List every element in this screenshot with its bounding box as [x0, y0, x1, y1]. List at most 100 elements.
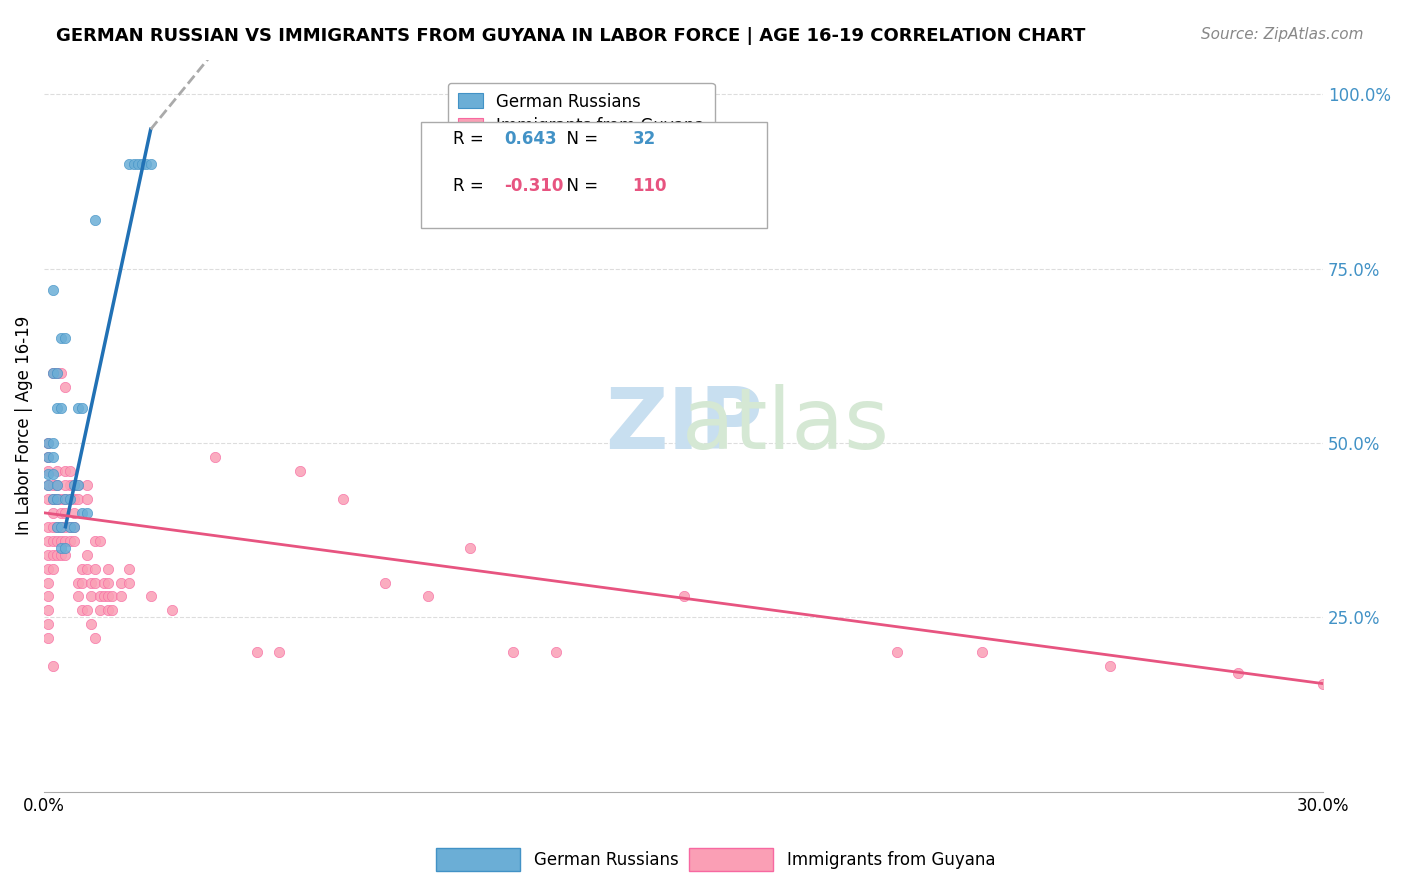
Point: [41, 533, 63, 548]
Point: [45, 520, 67, 534]
Point: [45, 548, 67, 562]
Point: [55, 541, 77, 555]
Point: [84, 575, 107, 590]
Point: [51, 520, 73, 534]
Point: [37, 478, 59, 492]
Point: [41, 283, 63, 297]
Point: [80, 617, 103, 632]
Point: [55, 478, 77, 492]
Point: [45, 367, 67, 381]
Point: [84, 213, 107, 227]
Point: [41, 491, 63, 506]
Text: 0.643: 0.643: [505, 130, 557, 148]
Point: [59, 478, 82, 492]
Point: [41, 436, 63, 450]
Point: [118, 575, 141, 590]
Point: [332, 491, 354, 506]
Point: [37, 478, 59, 492]
Point: [67, 478, 90, 492]
FancyBboxPatch shape: [422, 122, 766, 228]
Point: [80, 575, 103, 590]
Point: [63, 478, 86, 492]
Point: [59, 491, 82, 506]
Point: [51, 401, 73, 416]
Point: [41, 659, 63, 673]
Text: N =: N =: [555, 178, 609, 195]
Point: [1226, 666, 1249, 681]
Text: ZIP: ZIP: [605, 384, 762, 467]
Y-axis label: In Labor Force | Age 16-19: In Labor Force | Age 16-19: [15, 316, 32, 535]
Point: [59, 520, 82, 534]
Point: [45, 491, 67, 506]
Point: [1312, 676, 1334, 690]
Point: [37, 617, 59, 632]
Point: [37, 533, 59, 548]
Point: [67, 575, 90, 590]
Text: Source: ZipAtlas.com: Source: ZipAtlas.com: [1201, 27, 1364, 42]
Point: [72, 603, 94, 617]
Point: [67, 491, 90, 506]
Point: [45, 478, 67, 492]
Point: [118, 157, 141, 171]
Point: [41, 367, 63, 381]
Point: [45, 464, 67, 478]
Point: [93, 575, 115, 590]
Point: [416, 590, 439, 604]
Point: [122, 157, 145, 171]
Point: [118, 561, 141, 575]
Point: [80, 590, 103, 604]
Point: [67, 478, 90, 492]
Point: [37, 590, 59, 604]
Point: [41, 548, 63, 562]
Point: [267, 645, 290, 659]
Point: [139, 157, 162, 171]
Point: [55, 491, 77, 506]
Point: [97, 603, 120, 617]
Point: [63, 520, 86, 534]
Point: [886, 645, 908, 659]
Point: [45, 533, 67, 548]
Point: [41, 467, 63, 482]
Point: [84, 632, 107, 646]
Point: [127, 157, 149, 171]
Point: [37, 436, 59, 450]
Point: [45, 520, 67, 534]
Point: [51, 491, 73, 506]
Point: [1098, 659, 1121, 673]
Point: [55, 520, 77, 534]
Point: [55, 380, 77, 394]
Point: [41, 367, 63, 381]
Point: [37, 450, 59, 464]
Point: [67, 401, 90, 416]
Point: [72, 561, 94, 575]
Text: 32: 32: [633, 130, 655, 148]
Point: [41, 520, 63, 534]
Point: [63, 533, 86, 548]
Point: [51, 533, 73, 548]
Point: [59, 464, 82, 478]
Point: [37, 561, 59, 575]
Point: [37, 467, 59, 482]
Text: atlas: atlas: [682, 384, 890, 467]
Point: [37, 548, 59, 562]
Point: [84, 533, 107, 548]
Legend: German Russians, Immigrants from Guyana: German Russians, Immigrants from Guyana: [449, 83, 714, 145]
Point: [63, 506, 86, 520]
Point: [89, 603, 111, 617]
Point: [51, 367, 73, 381]
Point: [204, 450, 226, 464]
Point: [45, 401, 67, 416]
Point: [72, 401, 94, 416]
FancyBboxPatch shape: [689, 847, 773, 871]
Point: [41, 561, 63, 575]
Point: [970, 645, 993, 659]
Point: [76, 506, 98, 520]
Point: [131, 157, 153, 171]
Point: [160, 603, 183, 617]
Point: [101, 603, 124, 617]
Point: [97, 575, 120, 590]
Point: [37, 520, 59, 534]
Text: German Russians: German Russians: [534, 851, 679, 869]
Point: [72, 575, 94, 590]
Text: Immigrants from Guyana: Immigrants from Guyana: [787, 851, 995, 869]
